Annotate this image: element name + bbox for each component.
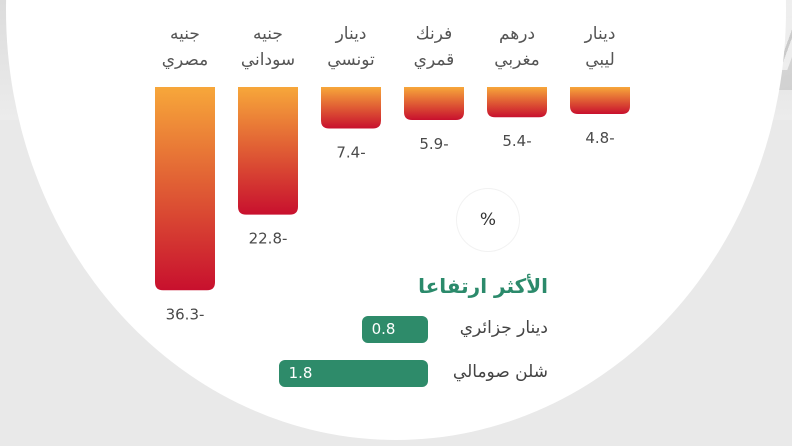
- rise-category-label: دينار جزائري: [459, 318, 548, 338]
- decline-bar: [238, 87, 298, 215]
- rise-category-label: شلن صومالي: [452, 362, 548, 382]
- category-label: درهم: [499, 24, 535, 44]
- decline-bar: [321, 87, 381, 129]
- rise-bar: 0.8: [361, 316, 428, 343]
- value-label: 5.4-: [502, 132, 531, 150]
- category-label: مغربي: [494, 50, 540, 70]
- rise-bar: 1.8: [278, 360, 428, 387]
- category-label: مصري: [162, 50, 209, 70]
- category-label: دينار: [584, 24, 616, 44]
- category-label: ليبي: [585, 50, 615, 70]
- value-label: 7.4-: [336, 143, 365, 161]
- rise-value-label: 1.8: [288, 364, 313, 382]
- category-label: جنيه: [253, 24, 283, 44]
- value-label: 22.8-: [249, 230, 288, 248]
- value-label: 4.8-: [585, 129, 614, 147]
- value-label: 5.9-: [419, 135, 448, 153]
- rise-title: الأكثر ارتفاعا: [418, 274, 548, 298]
- category-label: فرنك: [416, 24, 453, 44]
- decline-bar: [404, 87, 464, 121]
- category-label: سوداني: [241, 50, 295, 70]
- decline-bar: [155, 87, 215, 291]
- category-label: تونسي: [327, 50, 375, 70]
- category-label: جنيه: [170, 24, 200, 44]
- category-label: قمري: [414, 50, 455, 70]
- decline-bar: [570, 87, 630, 114]
- rise-value-label: 0.8: [371, 320, 396, 338]
- category-label: دينار: [335, 24, 367, 44]
- decline-bar: [487, 87, 547, 118]
- percent-unit-badge: %: [457, 189, 519, 251]
- value-label: 36.3-: [166, 305, 205, 323]
